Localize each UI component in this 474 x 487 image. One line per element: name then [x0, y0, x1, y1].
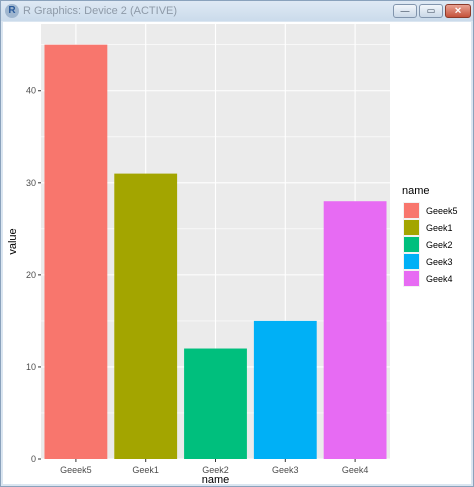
bar-chart: 0 10 20 30 40 Geeek5 Geek1 Geek2 Geek3 Geek4 name v… — [7, 24, 458, 484]
close-icon: ✕ — [454, 5, 462, 16]
x-tick-label: Geek1 — [132, 465, 159, 475]
plot-canvas: 0 10 20 30 40 Geeek5 Geek1 Geek2 Geek3 Geek4 name v… — [3, 22, 471, 484]
legend-label: Geeek5 — [426, 206, 458, 216]
window-title: R Graphics: Device 2 (ACTIVE) — [23, 5, 178, 17]
legend-swatch-geek4 — [404, 271, 419, 286]
y-tick-label: 0 — [31, 454, 36, 464]
legend-swatch-geeek5 — [404, 203, 419, 218]
x-axis-title: name — [202, 474, 230, 484]
x-tick-label: Geeek5 — [60, 465, 92, 475]
bar-geeek5 — [44, 44, 108, 459]
r-logo-icon: R — [5, 4, 19, 18]
y-tick-label: 30 — [26, 178, 36, 188]
y-axis-title: value — [7, 228, 19, 254]
maximize-button[interactable]: ▭ — [419, 4, 443, 18]
x-tick-label: Geek4 — [342, 465, 369, 475]
maximize-icon: ▭ — [426, 5, 436, 16]
bar-geek2 — [184, 348, 247, 459]
legend-swatch-geek1 — [404, 220, 419, 235]
y-tick-label: 10 — [26, 362, 36, 372]
legend-title: name — [402, 185, 430, 197]
legend-label: Geek3 — [426, 257, 453, 267]
x-tick-label: Geek2 — [202, 465, 229, 475]
title-bar[interactable]: R R Graphics: Device 2 (ACTIVE) — ▭ ✕ — [1, 1, 473, 21]
y-tick-label: 20 — [26, 270, 36, 280]
legend-swatch-geek2 — [404, 237, 419, 252]
x-tick-label: Geek3 — [272, 465, 299, 475]
close-button[interactable]: ✕ — [445, 4, 471, 18]
legend-label: Geek4 — [426, 274, 453, 284]
legend-label: Geek1 — [426, 223, 453, 233]
bar-geek4 — [323, 201, 387, 459]
legend-swatch-geek3 — [404, 254, 419, 269]
bar-geek1 — [114, 173, 178, 459]
legend-label: Geek2 — [426, 240, 453, 250]
y-tick-label: 40 — [26, 86, 36, 96]
minimize-button[interactable]: — — [393, 4, 417, 18]
minimize-icon: — — [400, 5, 410, 16]
bar-geek3 — [253, 320, 317, 459]
